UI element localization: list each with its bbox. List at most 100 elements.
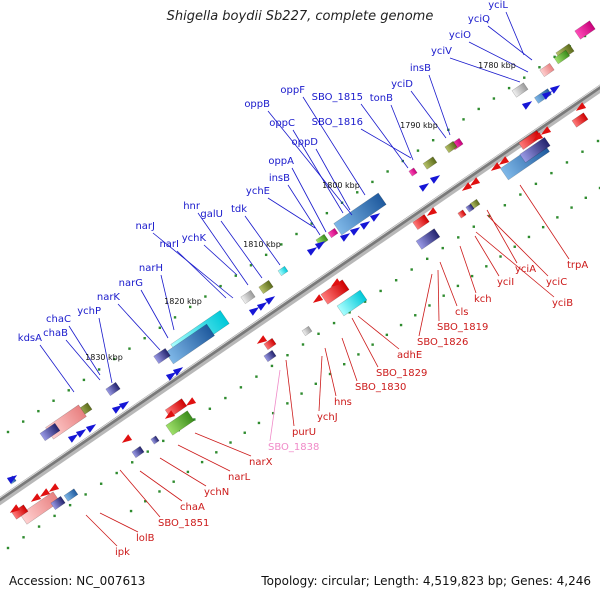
forward-leader-line xyxy=(468,41,529,73)
scale-dot xyxy=(456,284,460,288)
scale-dot xyxy=(553,55,556,59)
reverse-gene-label[interactable]: SBO_1851 xyxy=(158,518,209,529)
reverse-gene-label[interactable]: yciA xyxy=(515,264,536,275)
forward-leader-line xyxy=(287,184,321,236)
forward-gene-label[interactable]: oppA xyxy=(268,156,294,167)
forward-gene-label[interactable]: insB xyxy=(269,173,290,184)
scale-dot xyxy=(271,411,275,415)
reverse-leader-line xyxy=(341,337,358,382)
scale-dot xyxy=(215,451,218,454)
reverse-gene-label[interactable]: SBO_1830 xyxy=(355,382,406,393)
scale-dot xyxy=(519,193,522,196)
reverse-gene-label[interactable]: trpA xyxy=(567,260,588,271)
reverse-gene-label[interactable]: ychJ xyxy=(317,412,338,423)
reverse-gene-label[interactable]: chaA xyxy=(180,502,205,513)
forward-gene-label[interactable]: ychP xyxy=(77,306,101,317)
scale-dot xyxy=(363,300,367,303)
forward-gene-label[interactable]: yciD xyxy=(391,79,413,90)
forward-gene-label[interactable]: hnr xyxy=(183,201,201,212)
forward-gene-label[interactable]: yciV xyxy=(431,46,452,57)
scale-dot xyxy=(224,396,227,400)
forward-gene-label[interactable]: oppD xyxy=(291,137,318,148)
forward-gene-label[interactable]: narG xyxy=(119,278,143,289)
reverse-gene-label[interactable]: purU xyxy=(292,427,316,438)
forward-gene-label[interactable]: tonB xyxy=(370,93,393,104)
scale-dot xyxy=(52,399,55,402)
forward-gene-label[interactable]: narI xyxy=(159,239,179,250)
forward-gene-label[interactable]: narK xyxy=(97,292,121,303)
reverse-leader-line xyxy=(418,273,433,337)
forward-leader-line xyxy=(160,274,175,331)
scale-dot xyxy=(488,214,491,218)
forward-gene-label[interactable]: kdsA xyxy=(18,333,42,344)
forward-leader-line xyxy=(267,110,353,216)
scale-dot xyxy=(410,268,413,271)
scale-dot xyxy=(113,357,116,361)
forward-gene-label[interactable]: ychK xyxy=(182,233,207,244)
forward-gene-label[interactable]: chaC xyxy=(46,314,71,325)
forward-leader-line xyxy=(390,104,414,161)
forward-gene-label[interactable]: ychE xyxy=(246,186,270,197)
scale-dot xyxy=(243,431,246,434)
forward-gene-label[interactable]: yciL xyxy=(488,0,508,11)
reverse-gene-label[interactable]: yciC xyxy=(546,277,567,288)
forward-gene-label[interactable]: narH xyxy=(139,263,163,274)
scale-dot xyxy=(280,243,283,246)
reverse-gene-label[interactable]: yciI xyxy=(497,277,514,288)
forward-arrow xyxy=(418,183,430,192)
scale-dot xyxy=(598,186,600,190)
backbone-line xyxy=(0,84,600,502)
reverse-gene-label[interactable]: kch xyxy=(474,294,492,305)
forward-gene-label[interactable]: SBO_1816 xyxy=(312,117,363,128)
forward-arrow xyxy=(165,372,177,381)
scale-dot xyxy=(570,206,573,209)
forward-gene-label[interactable]: yciQ xyxy=(468,14,490,25)
forward-gene-label[interactable]: chaB xyxy=(43,328,68,339)
scale-dot xyxy=(143,337,146,340)
forward-gene-block xyxy=(539,62,555,78)
scale-dot xyxy=(264,253,268,257)
reverse-gene-label[interactable]: cls xyxy=(455,307,469,318)
scale-dot xyxy=(219,284,222,288)
forward-gene-label[interactable]: yciO xyxy=(449,30,471,41)
forward-gene-label[interactable]: narJ xyxy=(135,221,155,232)
scale-dot xyxy=(379,289,382,293)
scale-dot xyxy=(428,304,431,307)
scale-dot xyxy=(234,274,237,277)
reverse-gene-label[interactable]: SBO_1829 xyxy=(376,368,427,379)
forward-gene-block xyxy=(105,381,121,397)
forward-arrow xyxy=(359,221,371,230)
forward-gene-label[interactable]: tdk xyxy=(231,204,247,215)
scale-dot xyxy=(492,97,496,100)
scale-dot xyxy=(301,343,305,346)
tick-label: 1790 kbp xyxy=(400,121,438,130)
forward-gene-label[interactable]: galU xyxy=(200,209,223,220)
reverse-gene-label[interactable]: SBO_1819 xyxy=(437,322,488,333)
reverse-gene-label[interactable]: adhE xyxy=(397,350,422,361)
reverse-gene-label[interactable]: hns xyxy=(334,397,352,408)
reverse-gene-label[interactable]: SBO_1838 xyxy=(268,442,319,453)
scale-dot xyxy=(115,471,118,475)
scale-dot xyxy=(68,503,72,507)
forward-arrow xyxy=(264,296,276,305)
forward-gene-label[interactable]: insB xyxy=(410,63,431,74)
reverse-gene-label[interactable]: narL xyxy=(228,472,251,483)
forward-leader-line xyxy=(244,215,281,266)
reverse-gene-label[interactable]: SBO_1826 xyxy=(417,337,468,348)
scale-dot xyxy=(229,441,232,444)
forward-gene-label[interactable]: oppC xyxy=(269,118,295,129)
forward-gene-label[interactable]: oppB xyxy=(244,99,270,110)
forward-gene-label[interactable]: SBO_1815 xyxy=(312,92,363,103)
accession-text: Accession: NC_007613 xyxy=(9,574,146,588)
reverse-arrow xyxy=(490,162,502,171)
forward-gene-block xyxy=(240,289,256,305)
reverse-gene-block xyxy=(519,137,551,163)
reverse-gene-label[interactable]: ychN xyxy=(204,487,229,498)
forward-gene-label[interactable]: oppF xyxy=(280,85,305,96)
reverse-gene-label[interactable]: ipk xyxy=(115,547,130,558)
reverse-arrow xyxy=(498,156,510,165)
reverse-gene-label[interactable]: yciB xyxy=(552,298,573,309)
gene-labels: yciLyciQyciOyciVinsByciDtonBSBO_1815SBO_… xyxy=(18,0,589,558)
reverse-gene-label[interactable]: lolB xyxy=(136,533,155,544)
reverse-gene-label[interactable]: narX xyxy=(249,457,273,468)
